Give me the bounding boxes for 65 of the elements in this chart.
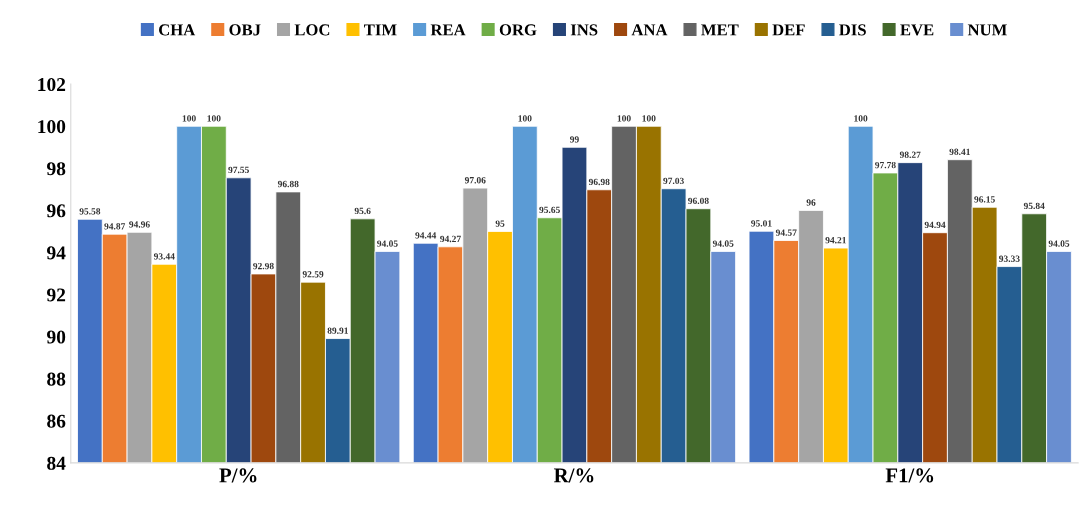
data-label: 95.58 <box>79 208 101 215</box>
data-label: 98.27 <box>899 151 921 158</box>
data-label: 94.05 <box>1048 240 1070 247</box>
data-label: 94.05 <box>712 240 734 247</box>
data-label: 93.33 <box>999 255 1020 262</box>
data-label: 97.06 <box>464 177 486 184</box>
legend-label: DIS <box>839 24 866 36</box>
legend-label: MET <box>701 24 739 36</box>
data-label: 94.21 <box>825 237 846 244</box>
data-label: 94.44 <box>415 232 437 239</box>
y-tick-label: 100 <box>38 120 66 134</box>
data-label: 94.27 <box>440 235 461 243</box>
legend-label: TIM <box>364 24 397 36</box>
data-label: 94.05 <box>377 240 398 247</box>
data-label: 100 <box>207 115 221 122</box>
data-label: 96.08 <box>688 197 709 205</box>
data-label: 100 <box>617 115 631 122</box>
data-label: 96 <box>806 199 816 206</box>
y-tick-label: 88 <box>47 372 66 386</box>
data-label: 92.59 <box>302 271 324 278</box>
data-label: 97.03 <box>663 177 684 185</box>
data-label: 92.98 <box>253 262 274 270</box>
y-tick-label: 90 <box>47 330 66 344</box>
data-label: 94.96 <box>129 221 150 228</box>
data-label: 97.78 <box>875 161 896 169</box>
data-label: 99 <box>569 136 579 143</box>
data-label: 100 <box>854 115 868 122</box>
data-label: 89.91 <box>327 327 348 334</box>
data-label: 95.01 <box>751 220 772 227</box>
x-tick-label: F1/% <box>885 468 934 483</box>
data-label: 96.15 <box>974 196 995 203</box>
data-label: 93.44 <box>153 253 175 260</box>
data-label: 95 <box>495 220 505 227</box>
legend-label: DEF <box>772 24 805 36</box>
x-tick-label: R/% <box>553 468 594 483</box>
y-tick-label: 84 <box>47 456 66 470</box>
y-tick-label: 96 <box>47 204 66 218</box>
legend-label: EVE <box>900 24 934 36</box>
y-tick-label: 92 <box>47 288 66 302</box>
x-tick-label: P/% <box>219 468 257 483</box>
data-label: 94.57 <box>775 229 797 236</box>
data-label: 100 <box>182 115 196 122</box>
data-label: 96.88 <box>277 180 299 188</box>
y-tick-label: 102 <box>38 77 66 92</box>
data-label: 95.65 <box>539 206 560 214</box>
data-label: 96.98 <box>588 178 610 186</box>
legend-label: OBJ <box>229 24 261 36</box>
y-tick-label: 98 <box>47 162 66 176</box>
data-label: 94.94 <box>924 221 946 229</box>
legend-label: REA <box>430 24 466 36</box>
data-label: 95.6 <box>354 207 371 215</box>
data-label: 98.41 <box>949 148 970 156</box>
y-tick-label: 86 <box>47 414 66 428</box>
data-label: 100 <box>642 115 656 122</box>
y-tick-label: 94 <box>47 246 66 260</box>
data-label: 97.55 <box>228 166 249 174</box>
legend-label: ANA <box>631 24 668 36</box>
legend-label: ORG <box>499 24 537 36</box>
legend-label: INS <box>570 24 598 36</box>
legend-label: LOC <box>294 24 330 36</box>
data-label: 100 <box>518 115 532 122</box>
legend-label: CHA <box>159 24 196 36</box>
legend-label: NUM <box>967 24 1007 36</box>
data-label: 94.87 <box>104 223 126 230</box>
data-label: 95.84 <box>1023 202 1045 210</box>
